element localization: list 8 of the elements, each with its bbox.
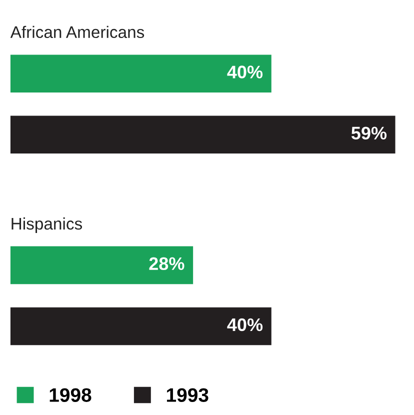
legend-label: 1998: [50, 388, 92, 402]
data-label: 59%: [351, 126, 387, 140]
data-label: 40%: [227, 318, 263, 332]
data-label: 28%: [149, 257, 184, 270]
y-tick-label: Hispanics: [12, 217, 82, 233]
y-tick-label: African Americans: [10, 26, 144, 38]
legend-label: 1993: [166, 388, 208, 402]
data-label: 40%: [227, 66, 263, 78]
